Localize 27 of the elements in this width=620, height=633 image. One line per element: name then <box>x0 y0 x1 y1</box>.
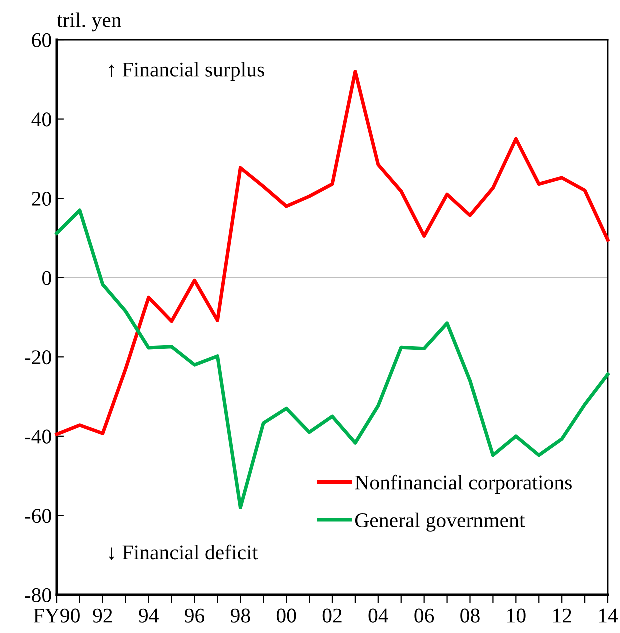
legend-label: General government <box>355 512 526 532</box>
y-tick-label: 60 <box>32 33 52 48</box>
y-tick-label: -40 <box>25 430 52 444</box>
y-tick-label: 0 <box>42 271 52 286</box>
legend-label: Nonfinancial corporations <box>355 474 572 494</box>
y-tick-label: -80 <box>25 588 52 602</box>
y-tick-label: 40 <box>32 112 52 127</box>
y-axis-title: tril. yen <box>57 12 122 32</box>
y-tick-label: 20 <box>32 192 52 206</box>
x-tick-label: 92 <box>93 608 112 623</box>
x-tick-label: 08 <box>460 608 480 623</box>
x-tick-label: 96 <box>185 608 205 623</box>
y-tick-label: -60 <box>25 509 52 524</box>
x-tick-label: 02 <box>322 608 342 623</box>
x-tick-label: 98 <box>230 608 250 623</box>
x-tick-label: 94 <box>139 608 159 623</box>
x-tick-label: 00 <box>276 608 296 623</box>
x-tick-label: 14 <box>599 608 618 623</box>
x-tick-label: 06 <box>414 608 434 623</box>
x-tick-label: 04 <box>368 608 389 623</box>
y-tick-label: -20 <box>25 350 52 365</box>
annotation: ↑ Financial surplus <box>109 62 264 82</box>
annotation: ↓ Financial deficit <box>109 544 258 560</box>
x-tick-label: 12 <box>554 608 572 623</box>
x-tick-label: FY90 <box>34 608 80 623</box>
x-tick-label: 10 <box>508 608 526 623</box>
line-series <box>55 208 610 510</box>
